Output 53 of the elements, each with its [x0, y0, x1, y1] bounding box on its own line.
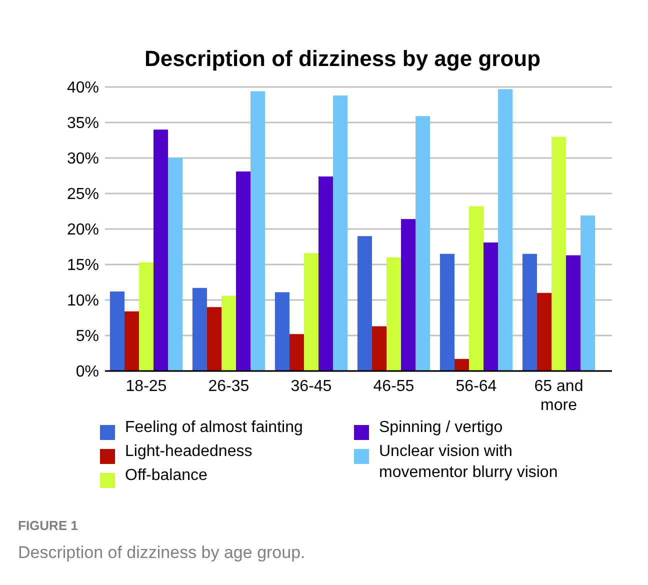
bar	[124, 311, 139, 371]
y-tick-label: 15%	[66, 257, 99, 274]
bar	[333, 96, 348, 371]
bar	[416, 116, 430, 371]
bar	[168, 158, 183, 371]
y-tick-label: 35%	[66, 115, 99, 132]
bar	[551, 136, 566, 371]
chart-title: Description of dizziness by age group	[144, 46, 541, 71]
bar	[580, 216, 596, 371]
x-tick-label: 26-35	[208, 378, 250, 395]
bar	[484, 242, 498, 371]
legend-label: Unclear vision with movementor blurry vision	[379, 443, 558, 481]
legend-label: Feeling of almost fainting	[125, 419, 303, 436]
y-tick-label: 5%	[76, 328, 99, 346]
x-tick-label: 65 and more	[534, 378, 584, 414]
bar	[468, 206, 484, 371]
bar	[566, 255, 581, 371]
bar	[110, 291, 124, 371]
bar	[440, 254, 454, 371]
caption: FIGURE 1	[18, 518, 78, 533]
y-tick-label: 30%	[66, 150, 99, 168]
bar	[289, 334, 304, 371]
bar	[192, 288, 207, 371]
bar	[274, 292, 290, 371]
bar	[250, 91, 266, 371]
bar	[386, 257, 402, 371]
bar	[206, 307, 222, 371]
legend-label: Spinning / vertigo	[379, 419, 503, 436]
legend-label: Light-headedness	[125, 443, 252, 460]
y-tick-label: 10%	[66, 292, 99, 310]
bar	[304, 253, 319, 371]
text: Description of dizziness by age group.	[18, 543, 306, 562]
bar	[221, 296, 236, 371]
x-tick-label: 36-45	[290, 378, 332, 395]
bar	[318, 176, 334, 371]
y-tick-label: 25%	[66, 186, 99, 204]
x-tick-label: 18-25	[126, 378, 167, 395]
bar	[372, 326, 386, 371]
bar	[138, 262, 154, 371]
legend-label: Off-balance	[125, 467, 208, 484]
x-tick-label: 46-55	[373, 378, 414, 395]
y-tick-label: 0%	[76, 364, 99, 381]
bar	[236, 171, 251, 371]
bar	[536, 292, 552, 371]
y-tick-label: 20%	[66, 222, 99, 239]
bar	[498, 89, 513, 371]
bar	[522, 254, 537, 371]
bar	[454, 358, 469, 371]
bar	[154, 130, 168, 371]
x-tick-label: 56-64	[456, 378, 497, 395]
bar	[357, 236, 372, 371]
bar	[401, 219, 416, 371]
y-tick-label: 40%	[66, 80, 99, 97]
